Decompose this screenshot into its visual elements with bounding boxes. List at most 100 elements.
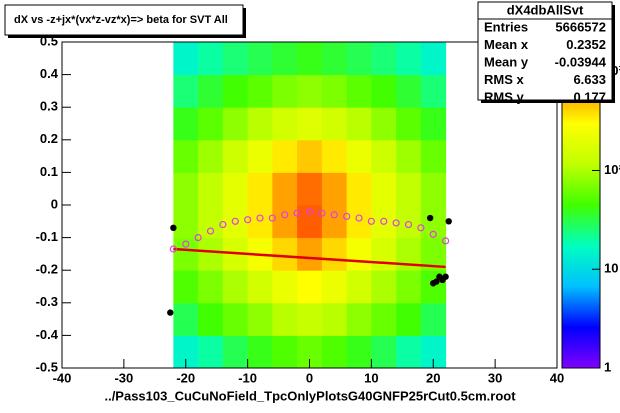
heatmap-cell: [222, 335, 249, 369]
stats-value: 5666572: [555, 19, 606, 34]
heatmap-cell: [272, 74, 298, 108]
title-box: [4, 4, 244, 36]
profile-point: [442, 237, 450, 245]
heatmap-cell: [297, 205, 323, 239]
heatmap-cell: [173, 172, 199, 206]
profile-point: [281, 211, 289, 219]
profile-point: [231, 217, 239, 225]
heatmap-cell: [297, 139, 323, 173]
heatmap-cell: [371, 139, 397, 173]
outlier-point: [426, 214, 434, 222]
heatmap-cell: [420, 172, 447, 206]
x-tick-label: 30: [488, 370, 502, 385]
x-tick-label: 40: [550, 370, 564, 385]
heatmap-cell: [247, 74, 273, 108]
heatmap-cell: [346, 42, 372, 76]
heatmap-cell: [396, 335, 422, 369]
heatmap-cell: [247, 107, 273, 141]
profile-point: [318, 209, 326, 217]
profile-point: [244, 216, 252, 224]
heatmap-cell: [272, 335, 298, 369]
heatmap-cell: [420, 74, 447, 108]
heatmap-cell: [346, 302, 372, 336]
profile-point: [305, 207, 314, 216]
fit-line: [173, 247, 446, 269]
stats-title: dX4dbAllSvt: [507, 2, 584, 17]
heatmap-cell: [371, 107, 397, 141]
outlier-point: [433, 278, 440, 285]
heatmap-cell: [198, 302, 224, 336]
y-tick-label: 0.2: [40, 131, 58, 146]
stats-value: 6.633: [573, 72, 606, 87]
heatmap-cell: [173, 139, 199, 173]
heatmap-cell: [346, 107, 372, 141]
profile-point: [355, 214, 363, 222]
y-tick-label: 0.4: [40, 66, 59, 81]
profile-point: [206, 227, 215, 235]
heatmap-cell: [396, 139, 422, 173]
heatmap-cell: [198, 139, 224, 173]
heatmap-cell: [173, 302, 199, 336]
heatmap-cell: [371, 302, 397, 336]
x-tick-label: -30: [114, 370, 133, 385]
heatmap-cell: [321, 237, 348, 271]
heatmap-cell: [371, 42, 397, 76]
heatmap-cell: [371, 270, 397, 304]
heatmap-cell: [272, 42, 298, 76]
heatmap-cell: [371, 74, 397, 108]
y-tick-label: -0.4: [36, 327, 59, 342]
profile-point: [256, 214, 264, 222]
heatmap-cell: [420, 107, 447, 141]
heatmap-cell: [297, 302, 323, 336]
heatmap-cell: [222, 74, 249, 108]
heatmap-cell: [222, 302, 249, 336]
heatmap-cell: [371, 335, 397, 369]
heatmap-cell: [346, 74, 372, 108]
heatmap-cell: [173, 74, 199, 108]
heatmap-cell: [297, 42, 323, 76]
profile-point: [194, 234, 202, 242]
profile-point: [219, 220, 227, 229]
heatmap-cell: [297, 237, 323, 271]
heatmap-cell: [321, 74, 348, 108]
profile-point: [330, 211, 338, 219]
heatmap-cell: [247, 139, 273, 173]
heatmap-cell: [346, 237, 372, 271]
heatmap-cell: [198, 270, 224, 304]
heatmap-cell: [222, 107, 249, 141]
heatmap-cell: [222, 205, 249, 239]
heatmap-cell: [371, 237, 397, 271]
z-tick-label: 10²: [604, 162, 620, 177]
stats-label: RMS y: [484, 89, 525, 104]
heatmap-cell: [371, 205, 397, 239]
outlier-point: [167, 309, 174, 316]
x-tick-label: 20: [426, 370, 440, 385]
heatmap-cell: [371, 172, 397, 206]
x-axis-title: ../Pass103_CuCuNoField_TpcOnlyPlotsG40GN…: [104, 388, 516, 403]
chart-title: dX vs -z+jx*(vx*z-vz*x)=> beta for SVT A…: [14, 14, 228, 26]
y-tick-label: 0.3: [40, 99, 58, 114]
heatmap-cell: [272, 139, 298, 173]
heatmap-cell: [247, 302, 273, 336]
profile-point: [182, 240, 190, 248]
heatmap-cell: [420, 270, 447, 304]
heatmap-cell: [396, 172, 422, 206]
heatmap-cell: [247, 335, 273, 369]
heatmap-cell: [247, 42, 273, 76]
heatmap-cell: [420, 42, 447, 76]
profile-point: [380, 217, 388, 225]
heatmap-cell: [321, 139, 348, 173]
profile-point: [268, 214, 276, 222]
heatmap-cell: [173, 42, 199, 76]
z-tick-label: 10: [604, 261, 618, 276]
stats-box: [477, 1, 613, 101]
y-tick-label: -0.3: [36, 294, 58, 309]
profile-point: [429, 230, 437, 238]
z-tick-label: 1: [604, 359, 611, 374]
heatmap-cell: [198, 335, 224, 369]
heatmap-cell: [272, 172, 298, 206]
x-tick-label: -20: [176, 370, 195, 385]
heatmap-cell: [396, 270, 422, 304]
heatmap-cell: [198, 107, 224, 141]
profile-point: [404, 220, 413, 229]
